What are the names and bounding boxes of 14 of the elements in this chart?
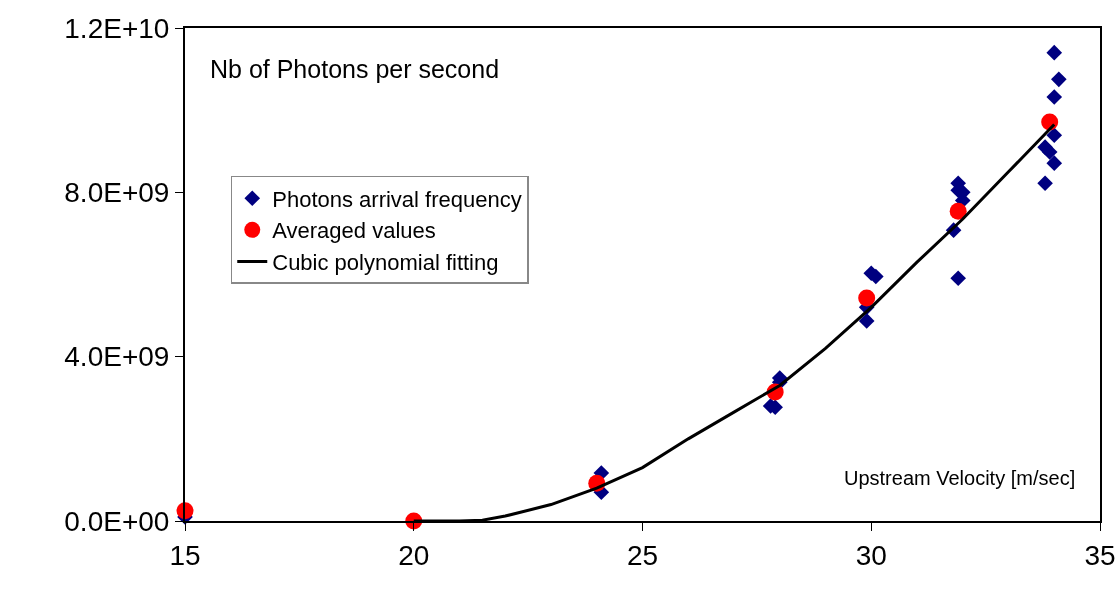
y-tick-label: 0.0E+00 [64,505,170,537]
x-tick-label: 35 [1084,539,1116,571]
y-tick-label: 8.0E+09 [64,177,170,209]
legend-label: Photons arrival frequency [272,186,522,212]
y-tick-label: 4.0E+09 [64,341,170,373]
x-axis-title: Upstream Velocity [m/sec] [844,467,1076,489]
legend-label: Cubic polynomial fitting [272,249,499,275]
legend-label: Averaged values [272,218,436,244]
text: Nb of Photons per second [210,55,500,83]
y-tick-label: 1.2E+10 [64,12,170,44]
x-tick-label: 30 [855,539,887,571]
x-tick-label: 15 [169,539,201,571]
x-tick-label: 25 [626,539,659,571]
x-tick-label: 20 [398,539,430,571]
